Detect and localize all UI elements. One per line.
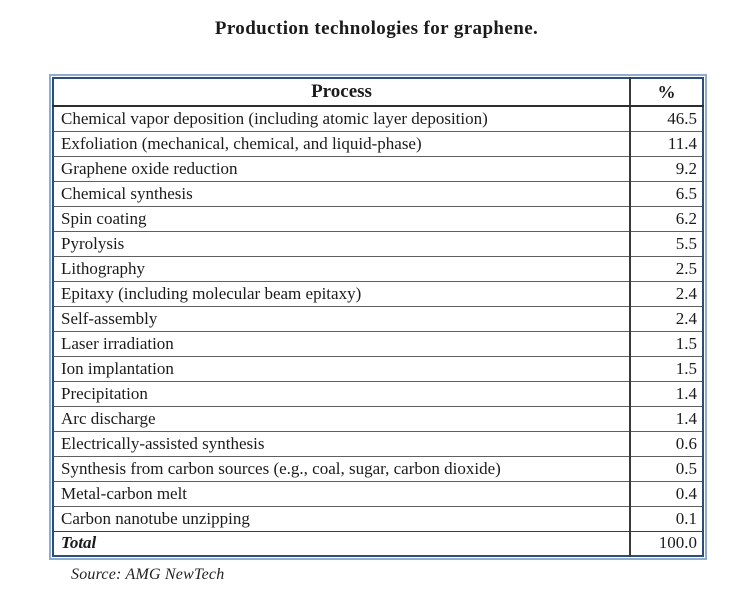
production-technologies-table: Process % Chemical vapor deposition (inc… bbox=[52, 77, 704, 557]
table-row: Lithography 2.5 bbox=[53, 255, 703, 281]
process-cell: Exfoliation (mechanical, chemical, and l… bbox=[53, 130, 630, 156]
table-frame: Process % Chemical vapor deposition (inc… bbox=[49, 74, 707, 560]
process-cell: Arc discharge bbox=[53, 405, 630, 431]
table-row: Pyrolysis 5.5 bbox=[53, 230, 703, 256]
table-row: Epitaxy (including molecular beam epitax… bbox=[53, 280, 703, 306]
percent-cell: 0.4 bbox=[629, 480, 703, 506]
process-cell: Carbon nanotube unzipping bbox=[53, 505, 630, 531]
table-row: Precipitation 1.4 bbox=[53, 380, 703, 406]
column-header-process: Process bbox=[53, 78, 630, 107]
process-cell: Chemical synthesis bbox=[53, 180, 630, 206]
source-note: Source: AMG NewTech bbox=[71, 566, 225, 583]
header-row: Process % bbox=[53, 78, 703, 107]
total-row: Total 100.0 bbox=[53, 530, 703, 556]
table-row: Ion implantation 1.5 bbox=[53, 355, 703, 381]
percent-cell: 11.4 bbox=[629, 130, 703, 156]
table-row: Self-assembly 2.4 bbox=[53, 305, 703, 331]
page-title: Production technologies for graphene. bbox=[214, 18, 539, 39]
percent-cell: 5.5 bbox=[629, 230, 703, 256]
process-cell: Electrically-assisted synthesis bbox=[53, 430, 630, 456]
table-row: Spin coating 6.2 bbox=[53, 205, 703, 231]
process-cell: Epitaxy (including molecular beam epitax… bbox=[53, 280, 630, 306]
process-cell: Spin coating bbox=[53, 205, 630, 231]
table-row: Graphene oxide reduction 9.2 bbox=[53, 155, 703, 181]
percent-cell: 0.6 bbox=[629, 430, 703, 456]
process-cell: Ion implantation bbox=[53, 355, 630, 381]
percent-cell: 2.5 bbox=[629, 255, 703, 281]
percent-cell: 2.4 bbox=[629, 280, 703, 306]
percent-cell: 6.5 bbox=[629, 180, 703, 206]
table-row: Exfoliation (mechanical, chemical, and l… bbox=[53, 130, 703, 156]
percent-cell: 1.4 bbox=[629, 380, 703, 406]
process-cell: Metal-carbon melt bbox=[53, 480, 630, 506]
table-row: Chemical vapor deposition (including ato… bbox=[53, 105, 703, 131]
total-label: Total bbox=[53, 530, 630, 556]
process-cell: Self-assembly bbox=[53, 305, 630, 331]
percent-cell: 2.4 bbox=[629, 305, 703, 331]
percent-cell: 0.1 bbox=[629, 505, 703, 531]
percent-cell: 1.4 bbox=[629, 405, 703, 431]
percent-cell: 0.5 bbox=[629, 455, 703, 481]
process-cell: Chemical vapor deposition (including ato… bbox=[53, 105, 630, 131]
process-cell: Graphene oxide reduction bbox=[53, 155, 630, 181]
table-row: Carbon nanotube unzipping 0.1 bbox=[53, 505, 703, 531]
total-percent-value: 100.0 bbox=[629, 530, 703, 556]
table-row: Metal-carbon melt 0.4 bbox=[53, 480, 703, 506]
percent-cell: 1.5 bbox=[629, 355, 703, 381]
table-row: Laser irradiation 1.5 bbox=[53, 330, 703, 356]
percent-cell: 46.5 bbox=[629, 105, 703, 131]
process-cell: Pyrolysis bbox=[53, 230, 630, 256]
percent-cell: 1.5 bbox=[629, 330, 703, 356]
process-cell: Precipitation bbox=[53, 380, 630, 406]
table-row: Synthesis from carbon sources (e.g., coa… bbox=[53, 455, 703, 481]
column-header-percent: % bbox=[629, 78, 703, 107]
process-cell: Synthesis from carbon sources (e.g., coa… bbox=[53, 455, 630, 481]
percent-cell: 9.2 bbox=[629, 155, 703, 181]
table-row: Arc discharge 1.4 bbox=[53, 405, 703, 431]
process-cell: Laser irradiation bbox=[53, 330, 630, 356]
table-row: Electrically-assisted synthesis 0.6 bbox=[53, 430, 703, 456]
percent-cell: 6.2 bbox=[629, 205, 703, 231]
table-row: Chemical synthesis 6.5 bbox=[53, 180, 703, 206]
process-cell: Lithography bbox=[53, 255, 630, 281]
